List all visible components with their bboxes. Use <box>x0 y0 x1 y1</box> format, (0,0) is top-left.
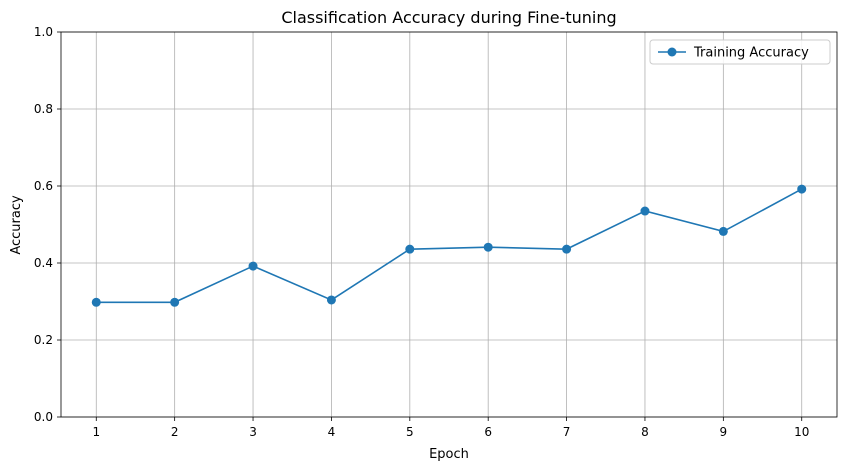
x-tick-label: 2 <box>171 425 179 439</box>
y-tick-label: 0.0 <box>34 410 53 424</box>
x-tick-label: 5 <box>406 425 414 439</box>
data-point <box>326 295 336 305</box>
x-tick-label: 10 <box>794 425 809 439</box>
grid-lines <box>61 31 837 418</box>
axes: 1 2 3 4 5 6 7 8 9 10 0.0 0.2 0.4 0.6 0.8 1.0 <box>34 25 838 439</box>
series-layer <box>91 184 807 307</box>
y-tick-label: 0.4 <box>34 256 53 270</box>
x-tick-label: 7 <box>563 425 571 439</box>
legend: Training Accuracy <box>649 39 831 65</box>
legend-box <box>649 39 831 65</box>
data-point <box>405 244 415 254</box>
data-point <box>91 297 101 307</box>
y-tick-label: 0.6 <box>34 179 53 193</box>
data-point <box>483 242 493 252</box>
x-axis-label: Epoch <box>429 447 469 462</box>
y-tick-label: 0.2 <box>34 333 53 347</box>
data-point <box>248 261 258 271</box>
x-tick-label: 6 <box>484 425 492 439</box>
data-point <box>797 184 807 194</box>
plot-frame <box>60 31 838 418</box>
y-tick-label: 1.0 <box>34 25 53 39</box>
x-tick-label: 3 <box>249 425 257 439</box>
x-tick-label: 1 <box>92 425 100 439</box>
data-point <box>718 226 728 236</box>
data-point <box>562 244 572 254</box>
y-tick-label: 0.8 <box>34 102 53 116</box>
data-point <box>170 297 180 307</box>
x-tick-label: 9 <box>720 425 728 439</box>
x-tick-label: 8 <box>641 425 649 439</box>
legend-label: Training Accuracy <box>693 46 809 61</box>
x-tick-label: 4 <box>328 425 336 439</box>
data-point <box>640 206 650 216</box>
y-axis-label: Accuracy <box>9 195 24 255</box>
legend-marker-swatch <box>667 47 677 57</box>
series-line <box>96 188 803 304</box>
chart-title: Classification Accuracy during Fine-tuni… <box>281 8 616 27</box>
